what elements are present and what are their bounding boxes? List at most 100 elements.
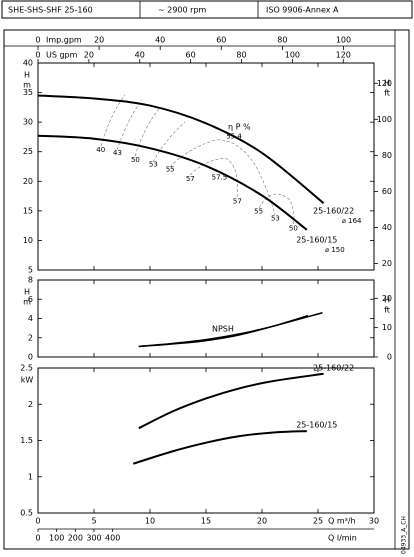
top-tick-label: 100 [336,36,351,45]
y-tick-label: 4 [28,314,33,323]
curve [138,372,324,430]
efficiency-label: 53 [271,215,280,223]
y2-tick-label: 0 [387,353,392,362]
y-tick-label: 10 [23,236,33,245]
y2-axis-label: H [384,79,390,88]
y2-tick-label: 60 [382,187,392,196]
efficiency-title: η P % [228,123,251,132]
series-label: 25-160/22 [313,207,354,216]
x-tick-label: 15 [201,517,211,526]
curve [37,134,308,231]
y-tick-label: 2.5 [20,364,33,373]
top-tick-label: 0 [35,51,40,60]
y-tick-label: 6 [28,295,33,304]
y2-axis-label: H [384,296,390,305]
efficiency-label: 57 [186,175,195,183]
x2-tick-label: 400 [105,534,120,543]
header-frame [1,0,413,19]
y-axis-label: H [24,288,30,297]
header-speed: ~ 2900 rpm [158,6,207,15]
efficiency-label: 50 [289,225,298,233]
y-tick-label: 1 [28,472,33,481]
y2-tick-label: 100 [377,115,392,124]
efficiency-label: 50 [131,156,140,164]
y2-tick-label: 40 [382,223,392,232]
y-tick-label: 0 [28,353,33,362]
x-tick-label: 25 [313,517,323,526]
impeller-label: ⌀ 150 [325,246,345,254]
top-tick-label: 120 [336,51,351,60]
y-tick-label: 25 [23,147,33,156]
curve [138,314,309,348]
y-tick-label: 1.5 [20,436,33,445]
y-axis-label: kW [21,376,34,385]
x2-tick-label: 100 [49,534,64,543]
x-tick-label: 20 [257,517,267,526]
y-tick-label: 2 [28,333,33,342]
efficiency-label: 43 [113,149,122,157]
top-tick-label: 40 [135,51,145,60]
efficiency-label: 55.4 [226,132,242,140]
top-tick-label: 80 [277,36,287,45]
y2-axis-label: ft [384,306,390,315]
header-standard: ISO 9906-Annex A [266,6,339,15]
x2-axis-label: Q l/min [328,534,357,543]
top-tick-label: 60 [216,36,226,45]
drawing-code: 04933_A_CH [401,516,408,554]
y-tick-label: 35 [23,88,33,97]
y-tick-label: 40 [23,59,33,68]
panel-frame [37,367,375,514]
impeller-label: ⌀ 164 [342,217,362,225]
y-tick-label: 20 [23,177,33,186]
top-tick-label: 60 [186,51,196,60]
x2-tick-label: 0 [35,534,40,543]
x-tick-label: 30 [369,517,379,526]
y-tick-label: 15 [23,206,33,215]
efficiency-isolines [100,94,295,226]
y-tick-label: 30 [23,118,33,127]
top-tick-label: 0 [35,36,40,45]
y2-tick-label: 10 [382,323,392,332]
npsh-label: NPSH [212,325,234,334]
outer-frame [3,29,410,550]
x-tick-label: 10 [145,517,155,526]
top-tick-label: 40 [155,36,165,45]
efficiency-label: 57 [233,197,242,205]
x-axis-label: Q m³/h [328,517,356,526]
top-tick-label: 20 [94,36,104,45]
x2-tick-label: 300 [86,534,101,543]
y-tick-label: 0.5 [20,509,33,518]
header-model: SHE-SHS-SHF 25-160 [8,6,93,15]
x-tick-label: 5 [91,517,96,526]
efficiency-label: 55 [254,207,263,215]
y2-tick-label: 20 [382,259,392,268]
top-axis-label: Imp.gpm [46,36,82,45]
series-label: 25-160/22 [313,363,354,372]
y-tick-label: 2 [28,400,33,409]
y-tick-label: 8 [28,276,33,285]
y-tick-label: 5 [28,266,33,275]
efficiency-label: 53 [149,161,158,169]
top-axis-label: US gpm [46,51,78,60]
top-tick-label: 80 [236,51,246,60]
curve [132,430,307,465]
series-label: 25-160/15 [296,235,337,244]
series-label: 25-160/15 [296,421,337,430]
efficiency-label: 55 [166,165,175,173]
curve [37,94,325,204]
y-axis-label: H [24,71,30,80]
efficiency-label: 40 [96,146,105,154]
y-axis-label: m [23,298,31,307]
y-axis-label: m [23,81,31,90]
y2-tick-label: 120 [377,79,392,88]
x2-tick-label: 200 [68,534,83,543]
y2-tick-label: 80 [382,151,392,160]
y2-tick-label: 20 [382,294,392,303]
y2-axis-label: ft [384,89,390,98]
x-tick-label: 0 [35,517,40,526]
panel-frame [37,279,375,358]
top-tick-label: 20 [84,51,94,60]
top-tick-label: 100 [285,51,300,60]
efficiency-label: 57.5 [212,174,228,182]
